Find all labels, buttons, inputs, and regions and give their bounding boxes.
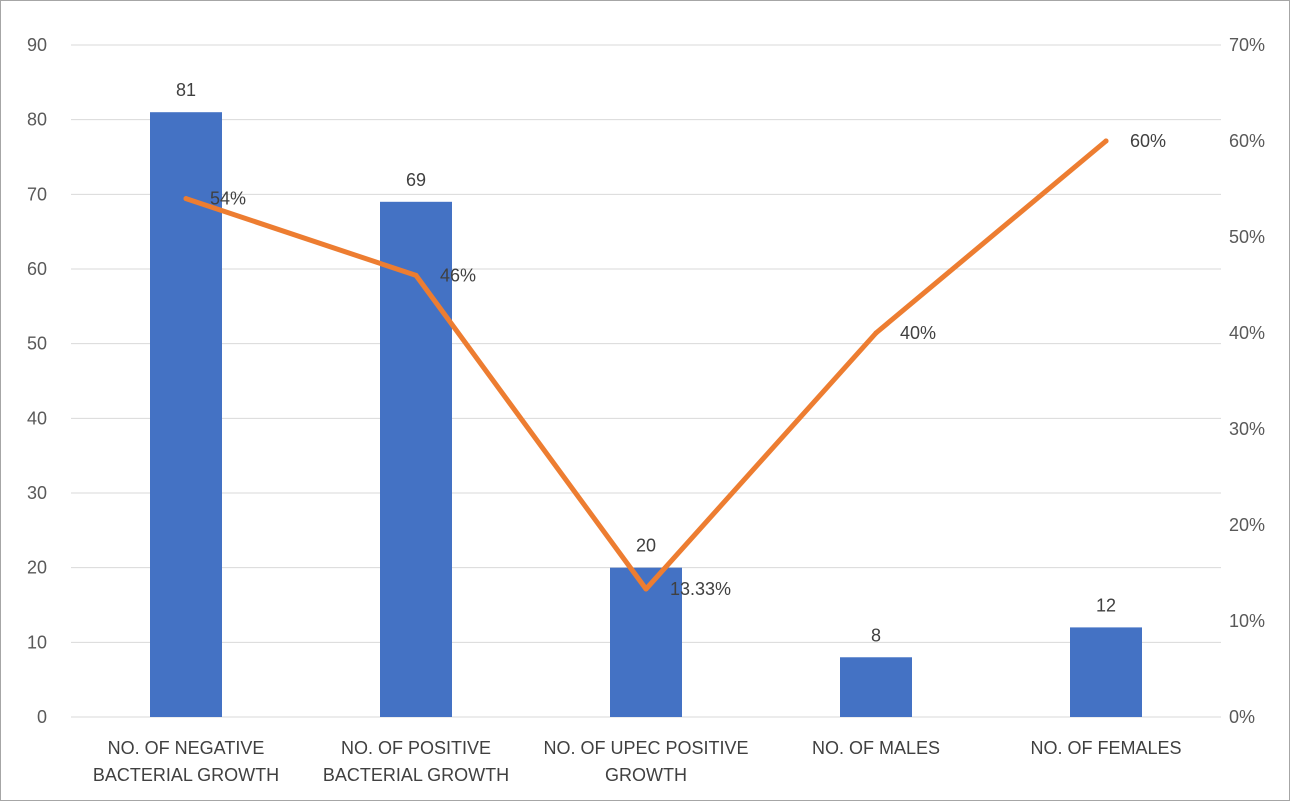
bar-value-label: 12 [1096, 595, 1116, 615]
line-path [183, 138, 1109, 592]
right-axis-tick-label: 40% [1229, 323, 1265, 343]
right-axis-tick-label: 70% [1229, 35, 1265, 55]
line-value-label: 54% [210, 189, 246, 209]
gridlines [71, 44, 1221, 718]
category-axis: NO. OF NEGATIVE BACTERIAL GROWTH NO. OF PO… [93, 738, 1182, 785]
left-axis: 0 10 20 30 40 50 60 70 80 90 [27, 35, 47, 727]
left-axis-tick-label: 60 [27, 259, 47, 279]
category-label: NO. OF FEMALES [1030, 738, 1181, 758]
category-label: BACTERIAL GROWTH [93, 765, 279, 785]
right-axis-tick-label: 50% [1229, 227, 1265, 247]
left-axis-tick-label: 30 [27, 483, 47, 503]
line-series [183, 138, 1109, 592]
category-label: BACTERIAL GROWTH [323, 765, 509, 785]
bar-value-label: 69 [406, 170, 426, 190]
left-axis-tick-label: 70 [27, 184, 47, 204]
line-point [183, 196, 189, 202]
category-label: NO. OF MALES [812, 738, 940, 758]
left-axis-tick-label: 0 [37, 707, 47, 727]
bar-value-label: 20 [636, 536, 656, 556]
left-axis-tick-label: 50 [27, 334, 47, 354]
category-label: NO. OF POSITIVE [341, 738, 491, 758]
data-labels: 81 69 20 8 12 54% 46% 13.33% 40% 60% [176, 80, 1166, 645]
right-axis-tick-label: 60% [1229, 131, 1265, 151]
line-value-label: 13.33% [670, 579, 731, 599]
left-axis-tick-label: 80 [27, 110, 47, 130]
bar-series [150, 112, 1142, 718]
left-axis-tick-label: 40 [27, 408, 47, 428]
bar [1070, 627, 1142, 717]
line-value-label: 46% [440, 265, 476, 285]
category-label: NO. OF UPEC POSITIVE [543, 738, 748, 758]
line-point [873, 330, 879, 336]
bar [380, 201, 452, 718]
right-axis: 0% 10% 20% 30% 40% 50% 60% 70% [1229, 35, 1265, 727]
bar [150, 112, 222, 717]
line-point [413, 272, 419, 278]
right-axis-tick-label: 20% [1229, 515, 1265, 535]
left-axis-tick-label: 20 [27, 558, 47, 578]
right-axis-tick-label: 0% [1229, 707, 1255, 727]
bar [840, 657, 912, 717]
bar-value-label: 8 [871, 625, 881, 645]
bar [610, 567, 682, 717]
line-point [1103, 138, 1109, 144]
right-axis-tick-label: 30% [1229, 419, 1265, 439]
line-point [643, 586, 649, 592]
right-axis-tick-label: 10% [1229, 611, 1265, 631]
left-axis-tick-label: 10 [27, 632, 47, 652]
category-label: GROWTH [605, 765, 687, 785]
category-label: NO. OF NEGATIVE [108, 738, 265, 758]
left-axis-tick-label: 90 [27, 35, 47, 55]
bar-value-label: 81 [176, 80, 196, 100]
line-value-label: 60% [1130, 131, 1166, 151]
line-value-label: 40% [900, 323, 936, 343]
